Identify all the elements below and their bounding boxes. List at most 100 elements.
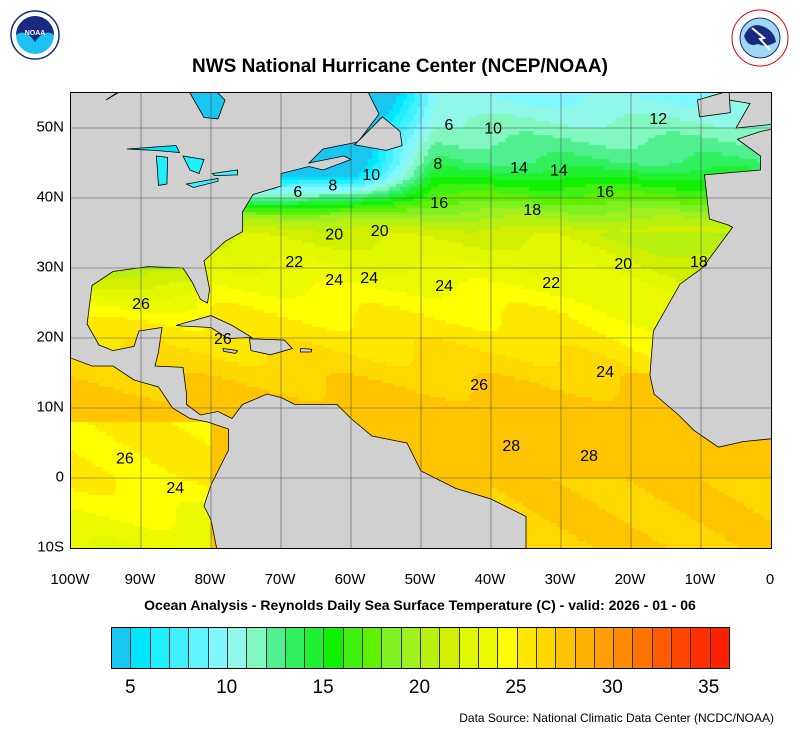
colorbar-cell (382, 628, 402, 668)
hudson-bay (105, 93, 226, 120)
lake-ontario (211, 169, 239, 177)
lon-tick-label: 10W (684, 571, 716, 588)
hispaniola (249, 338, 293, 356)
contour-label: 26 (132, 296, 150, 313)
colorbar (111, 627, 730, 669)
colorbar-cell (710, 628, 729, 668)
contour-label: 16 (596, 184, 614, 201)
contour-label: 12 (649, 111, 667, 128)
contour-label: 26 (116, 451, 134, 468)
contour-label: 22 (285, 254, 303, 271)
colorbar-tick-label: 35 (698, 677, 720, 698)
colorbar-cell (614, 628, 634, 668)
contour-label: 10 (362, 167, 380, 184)
contour-label: 8 (328, 178, 337, 195)
colorbar-cell (556, 628, 576, 668)
colorbar-cell (478, 628, 499, 668)
map-overlay: 6 10 12 8 14 14 16 6 8 10 16 18 20 20 22 20 18 24 24 24 22 26… (71, 93, 771, 548)
colorbar-tick-label: 10 (216, 677, 238, 698)
contour-label: 6 (445, 117, 454, 134)
north-south-america-land (71, 93, 527, 548)
great-britain (728, 93, 771, 129)
colorbar-cell (189, 628, 209, 668)
colorbar-cell (459, 628, 479, 668)
contour-label: 28 (580, 448, 598, 465)
colorbar-cell (150, 628, 170, 668)
colorbar-cell (594, 628, 615, 668)
contour-label: 20 (614, 256, 632, 273)
contour-label: 8 (433, 156, 442, 173)
colorbar-cell (633, 628, 653, 668)
colorbar-cell (363, 628, 383, 668)
data-source: Data Source: National Climatic Data Cent… (459, 711, 774, 725)
colorbar-cell (285, 628, 306, 668)
lat-tick-label: 50N (36, 118, 64, 136)
lon-tick-label: 50W (404, 571, 436, 588)
contour-label: 24 (435, 278, 453, 295)
contour-label: 18 (523, 202, 541, 219)
lat-tick-label: 40N (36, 188, 64, 206)
map-subtitle: Ocean Analysis - Reynolds Daily Sea Surf… (144, 597, 696, 613)
lake-superior (126, 145, 181, 153)
colorbar-cell (575, 628, 595, 668)
contour-label: 26 (470, 377, 488, 394)
ireland (697, 93, 731, 118)
colorbar-cell (247, 628, 267, 668)
colorbar-cell (266, 628, 286, 668)
sst-map: 6 10 12 8 14 14 16 6 8 10 16 18 20 20 22 20 18 24 24 24 22 26… (70, 92, 772, 549)
colorbar-cell (498, 628, 518, 668)
colorbar-tick-label: 15 (312, 677, 334, 698)
lon-tick-label: 30W (544, 571, 576, 588)
colorbar-cell (691, 628, 711, 668)
lat-tick-label: 10S (37, 538, 64, 556)
colorbar-cell (401, 628, 421, 668)
contour-label: 20 (325, 227, 343, 244)
colorbar-cell (169, 628, 190, 668)
lat-tick-label: 30N (36, 258, 64, 276)
contour-label: 24 (166, 480, 184, 497)
lon-tick-label: 100W (50, 571, 90, 588)
lat-tick-label: 10N (36, 398, 64, 416)
newfoundland (353, 116, 403, 151)
contour-label: 16 (430, 195, 448, 212)
contour-label: 24 (596, 364, 614, 381)
colorbar-cell (324, 628, 344, 668)
contour-label: 26 (214, 331, 232, 348)
lon-tick-label: 20W (614, 571, 646, 588)
contour-label: 10 (484, 120, 502, 137)
colorbar-cell (421, 628, 441, 668)
lon-tick-label: 60W (334, 571, 366, 588)
contour-label: 24 (325, 272, 343, 289)
colorbar-cell (517, 628, 537, 668)
lon-tick-label: 90W (124, 571, 156, 588)
nws-logo (731, 9, 789, 67)
colorbar-cell (305, 628, 325, 668)
chart-title: NWS National Hurricane Center (NCEP/NOAA… (192, 56, 608, 77)
lon-tick-label: 70W (264, 571, 296, 588)
lon-tick-label: 0 (765, 571, 775, 588)
colorbar-tick-label: 20 (408, 677, 431, 698)
contour-label: 24 (360, 270, 378, 287)
contour-label: 18 (690, 254, 708, 271)
colorbar-tick-label: 30 (601, 677, 623, 698)
colorbar-tick-label: 5 (124, 677, 136, 698)
colorbar-cell (672, 628, 692, 668)
colorbar-cell (131, 628, 151, 668)
lake-huron (182, 155, 205, 175)
lat-tick-label: 0 (55, 468, 64, 486)
noaa-logo: NOAA (10, 10, 60, 60)
colorbar-tick-label: 25 (505, 677, 527, 698)
contour-label: 28 (502, 438, 520, 455)
jamaica (222, 348, 239, 354)
contour-label: 22 (542, 275, 560, 292)
colorbar-cell (343, 628, 364, 668)
puerto-rico (300, 348, 313, 353)
colorbar-cell (440, 628, 460, 668)
lat-tick-label: 20N (36, 328, 64, 346)
colorbar-cell (652, 628, 673, 668)
lon-tick-label: 80W (194, 571, 226, 588)
contour-label: 14 (510, 160, 528, 177)
colorbar-cell (536, 628, 557, 668)
lake-michigan (155, 155, 169, 186)
colorbar-cell (112, 628, 132, 668)
